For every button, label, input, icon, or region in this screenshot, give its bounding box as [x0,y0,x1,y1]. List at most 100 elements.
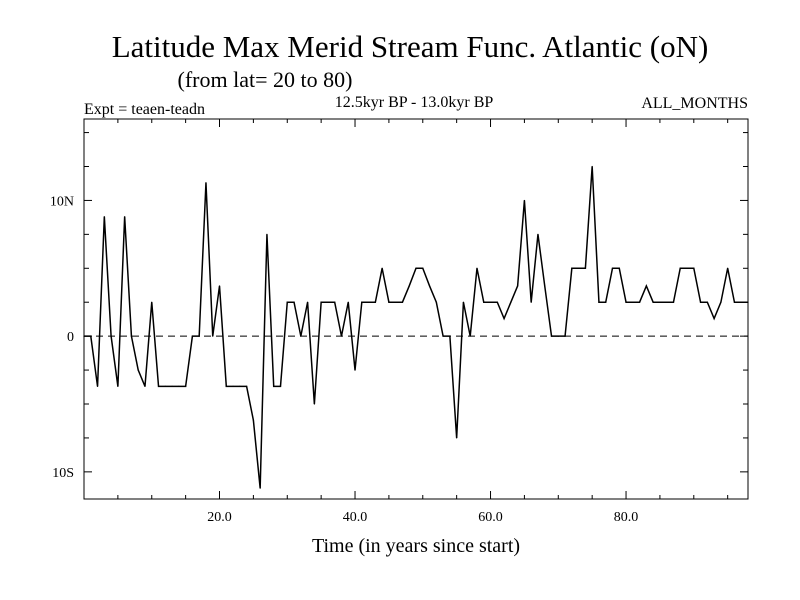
plot-frame [83,118,749,500]
data-point [611,267,614,269]
x-tick-label: 80.0 [614,510,639,525]
data-point [442,335,444,337]
data-point [218,285,221,287]
data-point [530,301,532,303]
y-tick-label: 10S [52,466,74,481]
data-point [374,301,376,303]
data-point [645,285,647,287]
data-point [130,335,133,337]
data-point [212,335,214,337]
data-point [205,182,207,184]
data-point [550,335,553,337]
data-point [96,385,99,387]
data-point [462,301,465,303]
period-label: 12.5kyr BP - 13.0kyr BP [335,94,494,111]
data-point [483,301,485,303]
data-point [178,385,180,387]
data-point [584,267,586,269]
data-point [327,301,329,303]
data-point [489,301,492,303]
data-point [259,487,261,489]
x-axis-label: Time (in years since start) [312,535,520,557]
data-point [239,385,241,387]
data-point [523,199,526,202]
data-point [666,301,668,303]
y-tick-label: 10N [50,194,74,209]
data-point [571,267,573,269]
data-point [422,267,424,269]
data-points [83,165,749,489]
data-point [727,267,729,269]
series-line [84,166,748,489]
x-tick-label: 60.0 [478,510,503,525]
data-point [252,419,254,421]
data-point [124,216,126,218]
data-point [273,385,275,387]
data-point [246,385,248,387]
months-label: ALL_MONTHS [641,95,748,112]
data-point [638,301,641,303]
data-point [300,335,302,337]
data-point [306,301,309,303]
data-point [618,267,620,269]
data-point [347,301,349,303]
x-tick-label: 40.0 [343,510,368,525]
data-point [110,335,112,337]
data-point [225,385,227,387]
data-point [564,335,566,337]
axis-ticks [84,119,748,499]
data-point [157,385,160,387]
data-point [652,301,654,303]
data-point [435,301,437,303]
data-point [679,267,681,269]
data-point [544,285,546,287]
data-point [381,267,383,269]
data-point [503,317,505,320]
data-point [266,233,268,235]
data-point [232,385,234,387]
data-point [90,335,92,337]
data-point [137,369,139,371]
data-point [672,301,675,303]
data-point [340,335,343,337]
tick-labels: 20.0 40.0 60.0 80.0 10N 0 10S [50,194,638,525]
data-point [334,301,336,303]
chart-title: Latitude Max Merid Stream Func. Atlantic… [112,29,709,64]
data-point [185,385,187,387]
data-point [144,385,146,387]
data-point [740,301,742,303]
data-point [164,385,166,387]
data-point [286,301,288,303]
data-point [693,267,695,269]
data-point [408,285,410,287]
data-point [293,301,295,303]
data-point [537,233,539,235]
data-point [747,301,749,303]
data-point [191,335,194,337]
data-point [361,301,363,303]
data-point [279,385,282,387]
data-point [598,301,600,303]
data-point [401,301,404,303]
data-point [720,301,722,303]
data-point [395,301,397,303]
y-tick-label: 0 [67,330,74,345]
chart-subtitle: (from lat= 20 to 80) [178,67,353,92]
data-point [699,301,702,303]
data-point [428,285,431,287]
data-point [449,335,451,337]
data-point [151,301,153,303]
data-point [517,285,519,287]
data-point [469,335,471,337]
x-tick-label: 20.0 [207,510,232,525]
data-point [605,301,607,303]
data-point [632,301,634,303]
data-point [706,301,708,303]
data-point [198,335,200,337]
data-point [456,437,458,439]
experiment-label: Expt = teaen-teadn [84,101,205,118]
data-point [354,369,356,371]
data-point [713,317,715,320]
data-point [578,267,580,269]
